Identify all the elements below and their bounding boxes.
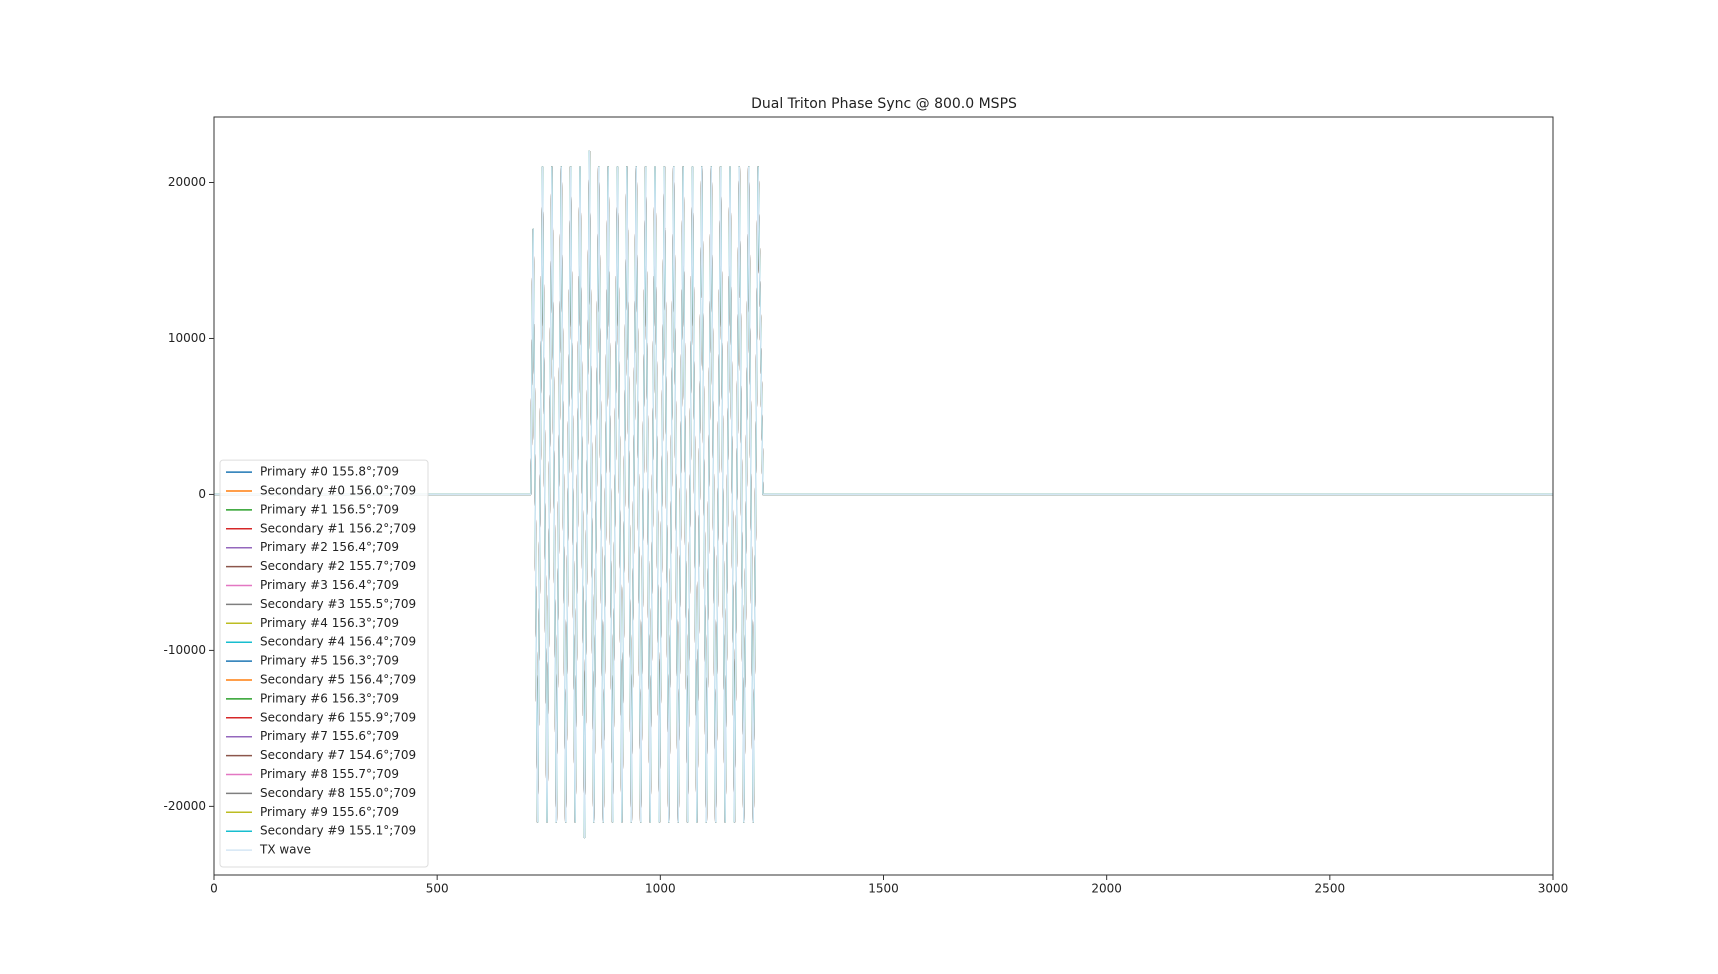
x-tick-label: 2000 <box>1091 882 1122 896</box>
legend-label: Secondary #2 155.7°;709 <box>260 559 416 573</box>
x-tick-label: 1000 <box>645 882 676 896</box>
y-tick-label: 0 <box>198 487 206 501</box>
y-tick-label: -10000 <box>163 643 206 657</box>
legend-label: Secondary #3 155.5°;709 <box>260 597 416 611</box>
legend-label: Primary #2 156.4°;709 <box>260 540 399 554</box>
legend-label: Secondary #4 156.4°;709 <box>260 635 416 649</box>
legend-label: Secondary #0 156.0°;709 <box>260 484 416 498</box>
x-tick-label: 3000 <box>1538 882 1569 896</box>
y-tick-label: 10000 <box>168 331 206 345</box>
x-tick-label: 2500 <box>1315 882 1346 896</box>
x-tick-label: 0 <box>210 882 218 896</box>
legend-label: TX wave <box>259 843 311 857</box>
legend-label: Primary #0 155.8°;709 <box>260 465 399 479</box>
y-tick-label: -20000 <box>163 799 206 813</box>
legend-label: Primary #7 155.6°;709 <box>260 729 399 743</box>
series-line <box>214 150 1553 839</box>
legend-label: Secondary #1 156.2°;709 <box>260 521 416 535</box>
legend-label: Secondary #8 155.0°;709 <box>260 786 416 800</box>
legend-label: Primary #4 156.3°;709 <box>260 616 399 630</box>
legend-box <box>219 459 429 868</box>
legend-label: Secondary #9 155.1°;709 <box>260 824 416 838</box>
legend-label: Secondary #5 156.4°;709 <box>260 673 416 687</box>
legend-label: Secondary #7 154.6°;709 <box>260 748 416 762</box>
x-tick-label: 500 <box>426 882 449 896</box>
legend-label: Primary #1 156.5°;709 <box>260 502 399 516</box>
legend-label: Primary #6 156.3°;709 <box>260 691 399 705</box>
x-tick-label: 1500 <box>868 882 899 896</box>
legend-label: Primary #5 156.3°;709 <box>260 654 399 668</box>
legend-label: Secondary #6 155.9°;709 <box>260 710 416 724</box>
legend-label: Primary #3 156.4°;709 <box>260 578 399 592</box>
legend-label: Primary #9 155.6°;709 <box>260 805 399 819</box>
legend-label: Primary #8 155.7°;709 <box>260 767 399 781</box>
plot-frame <box>213 116 1554 876</box>
y-tick-label: 20000 <box>168 175 206 189</box>
chart-title: Dual Triton Phase Sync @ 800.0 MSPS <box>751 96 1017 112</box>
